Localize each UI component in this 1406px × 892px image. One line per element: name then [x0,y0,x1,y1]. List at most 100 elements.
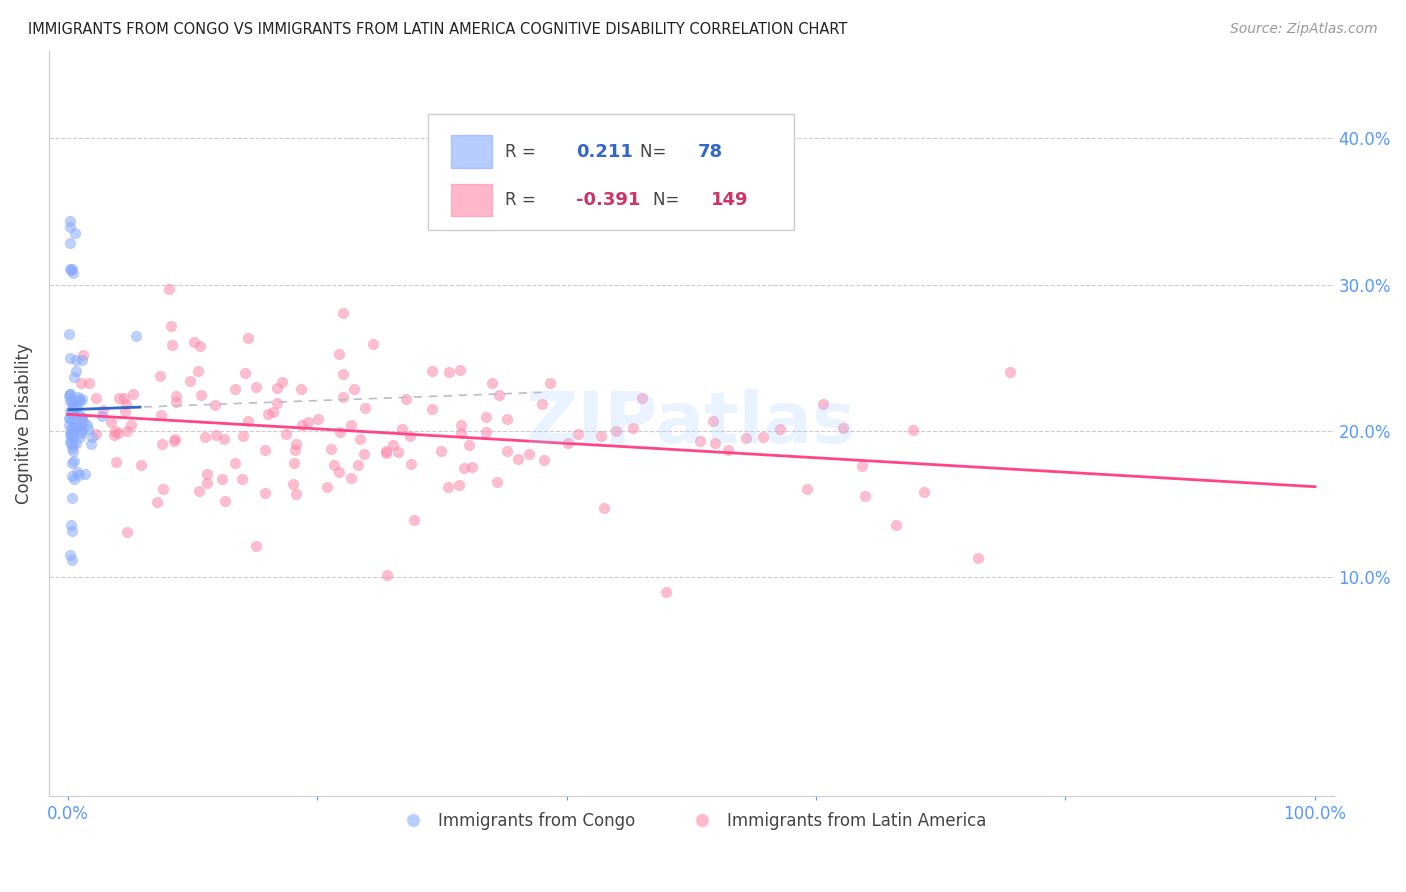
Point [79,376,101,390]
Point [450,425,472,440]
Point [63,226,86,240]
Point [59,262,82,277]
Point [231,472,253,486]
Point [592,501,614,516]
Point [187,483,209,498]
Point [233,366,256,380]
Point [91,402,114,417]
Point [152,482,174,496]
Point [270,375,292,389]
Point [538,376,561,390]
Point [266,381,288,395]
Point [689,434,711,449]
Legend: Immigrants from Congo, Immigrants from Latin America: Immigrants from Congo, Immigrants from L… [389,805,993,836]
Point [163,432,186,446]
Point [387,445,409,459]
Point [60,491,83,505]
Point [437,365,460,379]
Point [488,388,510,402]
Point [66,465,89,479]
Point [65,422,87,436]
Point [245,379,267,393]
Point [291,417,314,432]
Point [382,438,405,452]
Point [257,407,280,421]
Point [115,525,138,540]
Point [195,467,218,482]
Point [63,419,86,434]
Point [58,417,80,432]
Point [475,410,498,425]
Point [76,417,98,432]
Y-axis label: Cognitive Disability: Cognitive Disability [15,343,32,504]
Point [70,409,93,424]
Text: R =: R = [505,143,541,161]
Point [236,414,259,428]
Point [457,438,479,452]
Point [67,390,90,404]
Point [63,408,86,422]
Point [460,460,482,475]
Point [557,436,579,450]
Point [60,406,83,420]
Point [769,422,792,436]
Point [475,425,498,439]
Point [567,426,589,441]
Point [60,435,83,450]
Text: R =: R = [505,191,541,209]
Point [90,409,112,423]
Point [114,391,136,405]
Point [104,424,127,438]
Point [59,351,82,366]
Point [69,429,91,443]
Point [253,443,276,458]
Text: ZIPatlas: ZIPatlas [526,389,856,458]
Point [224,382,246,396]
Point [59,394,82,409]
Point [62,420,84,434]
Point [59,426,82,441]
Point [631,392,654,406]
Point [449,363,471,377]
Point [530,397,553,411]
Point [79,437,101,451]
Point [62,437,84,451]
Point [58,326,80,341]
Point [245,539,267,553]
Point [328,347,350,361]
Point [912,485,935,500]
Point [65,436,87,450]
Point [194,430,217,444]
Point [495,411,517,425]
Point [262,405,284,419]
Point [966,550,988,565]
Point [84,427,107,442]
Point [332,306,354,320]
Point [361,337,384,351]
Point [654,585,676,599]
Point [59,429,82,443]
Point [100,415,122,429]
Point [495,444,517,458]
Point [59,386,82,401]
Point [297,415,319,429]
Point [60,394,83,409]
Point [319,442,342,456]
Point [187,364,209,378]
Point [375,444,398,458]
Point [66,400,89,414]
Text: -0.391: -0.391 [575,191,640,209]
Point [375,446,398,460]
Point [70,418,93,433]
Point [60,413,83,427]
Point [59,404,82,418]
Point [59,425,82,440]
Text: IMMIGRANTS FROM CONGO VS IMMIGRANTS FROM LATIN AMERICA COGNITIVE DISABILITY CORR: IMMIGRANTS FROM CONGO VS IMMIGRANTS FROM… [28,22,848,37]
Point [315,480,337,494]
Point [63,370,86,384]
Point [73,467,96,481]
Point [281,477,304,491]
Point [420,401,443,416]
Point [214,494,236,508]
Point [70,411,93,425]
